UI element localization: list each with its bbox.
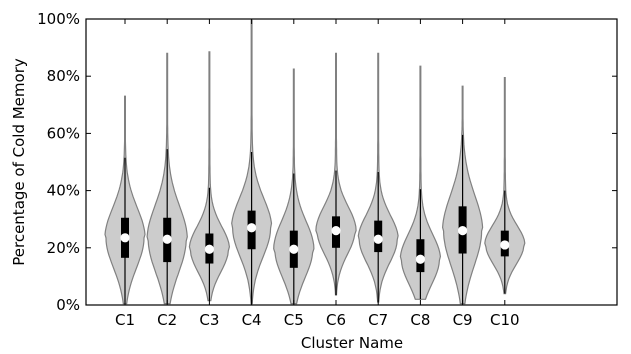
- y-axis: 0% 20% 40% 60% 80% 100%: [37, 10, 617, 314]
- violin-median-point: [204, 244, 214, 254]
- violin-C1: [104, 95, 146, 305]
- violin-C9: [441, 85, 484, 305]
- violin-median-point: [458, 226, 468, 236]
- plot-frame: [85, 18, 618, 306]
- violin-median-point: [373, 234, 383, 244]
- violin-C2: [146, 52, 188, 305]
- x-tick-label: C6: [326, 311, 346, 329]
- violin-median-point: [500, 240, 510, 250]
- y-axis-label: Percentage of Cold Memory: [10, 58, 28, 266]
- x-tick-label: C7: [368, 311, 388, 329]
- violin-body: [188, 51, 231, 302]
- y-tick-label: 40%: [47, 182, 80, 200]
- x-axis: C1 C2 C3 C4 C5 C6 C7 C8 C9 C10: [115, 19, 520, 329]
- x-tick-label: C1: [115, 311, 135, 329]
- x-axis-label: Cluster Name: [301, 334, 403, 352]
- violin-body: [399, 65, 442, 300]
- y-tick-label: 20%: [47, 239, 80, 257]
- violin-C5: [273, 68, 315, 305]
- violin-body: [484, 77, 526, 295]
- violin-median-point: [120, 233, 130, 243]
- y-tick-label: 100%: [37, 10, 80, 28]
- y-tick-label: 0%: [56, 296, 80, 314]
- x-tick-label: C5: [284, 311, 304, 329]
- violin-median-point: [247, 223, 257, 233]
- x-tick-label: C2: [157, 311, 177, 329]
- violin-C8: [399, 65, 442, 300]
- violin-median-point: [162, 234, 172, 244]
- x-tick-label: C10: [490, 311, 520, 329]
- violin-median-point: [415, 254, 425, 264]
- violin-median-point: [289, 244, 299, 254]
- x-tick-label: C9: [453, 311, 473, 329]
- violin-C6: [315, 52, 357, 296]
- violin-C4: [231, 19, 273, 305]
- plot-area: [104, 19, 526, 305]
- violin-C10: [484, 77, 526, 295]
- x-tick-label: C8: [410, 311, 430, 329]
- y-tick-label: 80%: [47, 67, 80, 85]
- violin-median-point: [331, 226, 341, 236]
- y-tick-label: 60%: [47, 124, 80, 142]
- violin-C7: [357, 52, 399, 303]
- violin-C3: [188, 51, 231, 302]
- x-tick-label: C4: [242, 311, 262, 329]
- x-tick-label: C3: [199, 311, 219, 329]
